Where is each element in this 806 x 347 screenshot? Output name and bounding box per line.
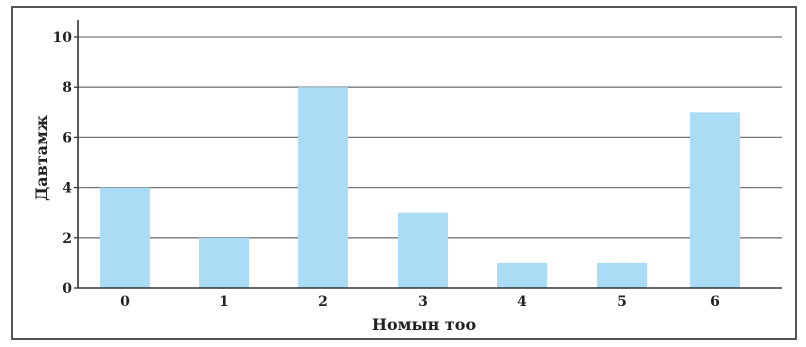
- x-tick-labels: 0 1 2 3 4 5 6: [120, 294, 720, 310]
- x-tick-label-2: 2: [318, 294, 328, 310]
- y-tick-label-4: 4: [62, 181, 72, 197]
- bar-2: [298, 87, 348, 288]
- bar-6: [690, 112, 740, 288]
- y-tick-label-10: 10: [53, 30, 73, 46]
- y-tick-label-8: 8: [62, 80, 72, 96]
- bar-1: [199, 237, 249, 288]
- bar-5: [597, 262, 647, 288]
- y-tick-labels: 0 2 4 6 8 10: [53, 30, 73, 297]
- y-axis-title: Давтамж: [32, 115, 51, 201]
- x-tick-label-3: 3: [418, 294, 428, 310]
- y-tick-label-0: 0: [62, 281, 72, 297]
- x-axis-title: Номын тоо: [372, 315, 477, 334]
- bar-4: [497, 262, 547, 288]
- gridlines: [78, 36, 782, 239]
- x-tick-label-1: 1: [219, 294, 229, 310]
- y-tick-label-2: 2: [62, 231, 72, 247]
- x-tick-label-6: 6: [710, 294, 720, 310]
- bar-0: [100, 187, 150, 288]
- y-tick-label-6: 6: [62, 130, 72, 146]
- bars: [100, 87, 740, 288]
- bar-3: [398, 212, 448, 288]
- axes: [74, 20, 782, 289]
- x-tick-label-0: 0: [120, 294, 130, 310]
- x-tick-label-4: 4: [517, 294, 527, 310]
- x-tick-label-5: 5: [617, 294, 627, 310]
